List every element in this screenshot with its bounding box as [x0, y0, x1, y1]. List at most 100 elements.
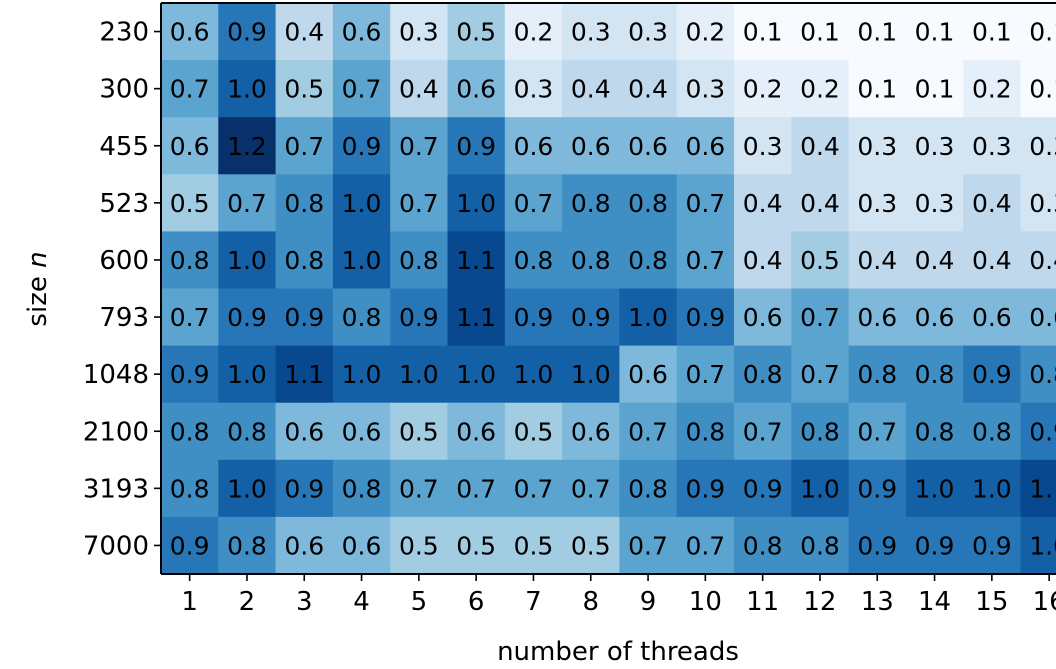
cell-value-label: 1.0 — [628, 303, 668, 332]
cell-value-label: 0.2 — [800, 75, 840, 104]
cell-value-label: 0.6 — [456, 417, 496, 446]
cell-value-label: 0.4 — [399, 75, 439, 104]
cell-value-label: 0.6 — [284, 417, 324, 446]
cell-value-label: 0.6 — [628, 132, 668, 161]
cell-value-label: 0.3 — [857, 132, 897, 161]
heatmap-cell — [1020, 345, 1056, 404]
cell-value-label: 0.4 — [1029, 246, 1056, 275]
heatmap-cell — [1020, 288, 1056, 347]
cell-value-label: 0.8 — [628, 189, 668, 218]
x-tick-label: 9 — [640, 587, 657, 617]
x-tick-label: 7 — [525, 587, 542, 617]
heatmap-cell — [963, 402, 1022, 461]
heatmap-cell — [504, 117, 563, 175]
heatmap-cell — [619, 60, 678, 118]
cell-value-label: 1.0 — [972, 474, 1012, 503]
cell-value-label: 0.9 — [514, 303, 554, 332]
x-tick-label: 12 — [803, 587, 836, 617]
heatmap-cell — [275, 117, 334, 175]
cell-value-label: 0.8 — [743, 360, 783, 389]
cell-value-label: 0.8 — [628, 474, 668, 503]
y-axis-label: size n — [23, 251, 53, 326]
cell-value-label: 0.7 — [399, 132, 439, 161]
heatmap-cell — [447, 174, 506, 232]
cell-value-label: 0.5 — [514, 417, 554, 446]
heatmap-cell — [619, 3, 678, 61]
x-tick-label: 6 — [468, 587, 485, 617]
heatmap-cell — [562, 516, 620, 574]
cell-value-label: 1.0 — [915, 474, 955, 503]
heatmap-cell — [504, 345, 563, 404]
cell-value-label: 0.3 — [857, 189, 897, 218]
x-tick-label: 10 — [689, 587, 722, 617]
heatmap-cell — [676, 459, 735, 518]
x-tick-label: 8 — [582, 587, 599, 617]
cell-value-label: 0.7 — [514, 474, 554, 503]
heatmap-cell — [848, 459, 907, 518]
cell-value-label: 0.5 — [399, 417, 439, 446]
heatmap-cell — [447, 60, 506, 118]
heatmap-cell — [734, 60, 792, 118]
cell-value-label: 0.8 — [227, 417, 267, 446]
cell-value-label: 0.8 — [915, 360, 955, 389]
cell-value-label: 0.6 — [342, 531, 382, 560]
heatmap-cell — [791, 345, 850, 404]
cell-value-label: 0.4 — [972, 246, 1012, 275]
cell-value-label: 0.1 — [857, 75, 897, 104]
cell-value-label: 0.8 — [514, 246, 554, 275]
heatmap-cell — [562, 174, 620, 232]
heatmap-cell — [332, 402, 391, 461]
cell-value-label: 0.8 — [1029, 360, 1056, 389]
cell-value-label: 0.7 — [628, 417, 668, 446]
heatmap-cell — [332, 231, 391, 290]
heatmap-cell — [275, 288, 334, 347]
heatmap-cell — [390, 288, 449, 347]
heatmap-cell — [619, 231, 678, 290]
cell-value-label: 0.8 — [628, 246, 668, 275]
cell-value-label: 0.8 — [342, 303, 382, 332]
cell-value-label: 0.4 — [915, 246, 955, 275]
heatmap-cell — [218, 345, 277, 404]
heatmap-cell — [275, 60, 334, 118]
heatmap-cell — [905, 174, 964, 232]
cell-value-label: 1.1 — [456, 246, 496, 275]
cell-value-label: 0.7 — [685, 246, 725, 275]
cell-value-label: 0.2 — [972, 75, 1012, 104]
cell-value-label: 0.7 — [342, 75, 382, 104]
y-tick-label: 455 — [99, 132, 149, 162]
cell-value-label: 0.5 — [800, 246, 840, 275]
heatmap-cell — [734, 345, 792, 404]
heatmap-cell — [734, 288, 792, 347]
y-tick-label: 7000 — [83, 531, 149, 561]
heatmap-cell — [1020, 459, 1056, 518]
cell-value-label: 0.4 — [743, 246, 783, 275]
cell-value-label: 0.7 — [284, 132, 324, 161]
heatmap-cell — [619, 174, 678, 232]
cell-value-label: 1.0 — [342, 360, 382, 389]
cell-value-label: 0.5 — [399, 531, 439, 560]
cell-value-label: 0.3 — [743, 132, 783, 161]
heatmap-cell — [963, 459, 1022, 518]
cell-value-label: 0.8 — [857, 360, 897, 389]
heatmap-cell — [504, 459, 563, 518]
heatmap-cell — [390, 402, 449, 461]
cell-value-label: 0.7 — [857, 417, 897, 446]
heatmap-cell — [390, 231, 449, 290]
heatmap-cell — [734, 231, 792, 290]
heatmap-cell — [447, 3, 506, 61]
x-tick-label: 15 — [975, 587, 1008, 617]
heatmap-cell — [734, 516, 792, 574]
cell-value-label: 0.8 — [170, 474, 210, 503]
cell-value-label: 0.1 — [1029, 75, 1056, 104]
cell-value-label: 0.9 — [915, 531, 955, 560]
cell-value-label: 0.9 — [857, 531, 897, 560]
cell-value-label: 0.1 — [1029, 18, 1056, 47]
heatmap-cell — [504, 402, 563, 461]
heatmap-cell — [447, 288, 506, 347]
heatmap-cell — [504, 60, 563, 118]
cell-value-label: 1.0 — [227, 75, 267, 104]
cell-value-label: 0.3 — [915, 189, 955, 218]
cell-value-label: 0.7 — [170, 75, 210, 104]
cell-value-label: 0.3 — [399, 18, 439, 47]
